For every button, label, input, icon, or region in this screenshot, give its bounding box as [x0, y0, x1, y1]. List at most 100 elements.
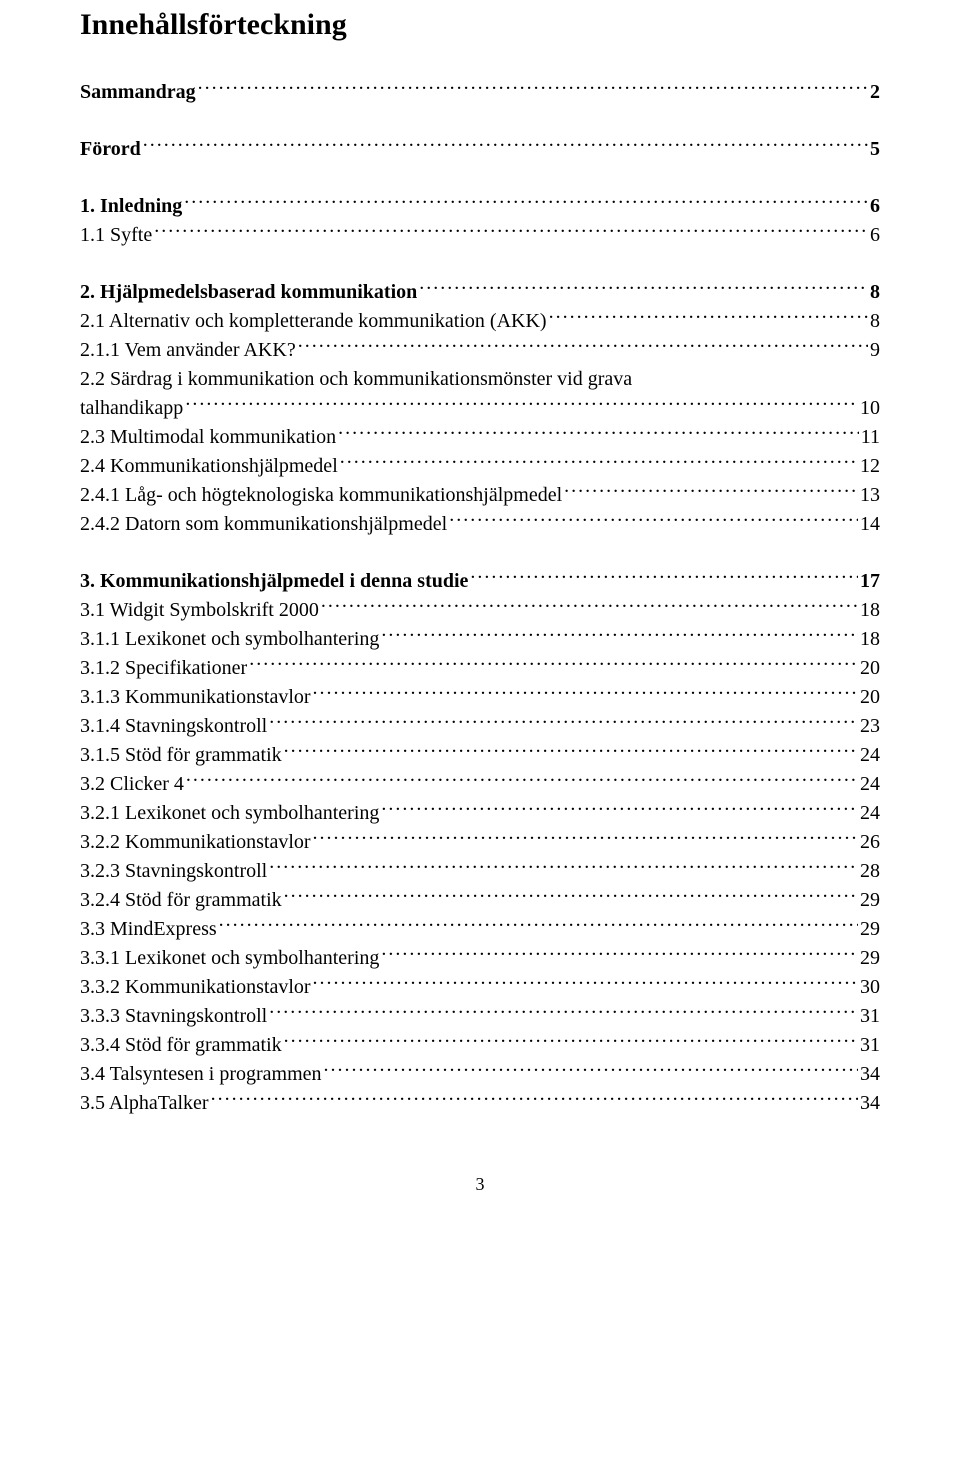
toc-leader: [185, 394, 858, 414]
toc-entry: 3.4 Talsyntesen i programmen 34: [80, 1060, 880, 1089]
toc-entry-page: 6: [870, 192, 880, 221]
toc-entry-label: 2.4.2 Datorn som kommunikationshjälpmede…: [80, 510, 447, 539]
toc-entry-label: Sammandrag: [80, 78, 196, 107]
toc-entry-label: 3.3 MindExpress: [80, 915, 217, 944]
toc-entry-page: 28: [860, 857, 880, 886]
toc-entry: 3.1.4 Stavningskontroll 23: [80, 712, 880, 741]
toc-entry-page: 2: [870, 78, 880, 107]
toc-entry-label: 2.1 Alternativ och kompletterande kommun…: [80, 307, 547, 336]
toc-entry-label: Förord: [80, 135, 141, 164]
toc-entry: 2.1 Alternativ och kompletterande kommun…: [80, 307, 880, 336]
toc-entry-label: 3.4 Talsyntesen i programmen: [80, 1060, 322, 1089]
toc-leader: [340, 452, 858, 472]
toc-entry-label: 2. Hjälpmedelsbaserad kommunikation: [80, 278, 417, 307]
toc-leader: [284, 886, 858, 906]
toc-leader: [419, 278, 868, 298]
toc-entry-label: 2.2 Särdrag i kommunikation och kommunik…: [80, 365, 632, 394]
toc-entry-page: 24: [860, 741, 880, 770]
toc-entry-label: 3.2.3 Stavningskontroll: [80, 857, 267, 886]
toc-entry: 2.4.1 Låg- och högteknologiska kommunika…: [80, 481, 880, 510]
toc-entry-page: 24: [860, 770, 880, 799]
toc-entry: 3.2.1 Lexikonet och symbolhantering24: [80, 799, 880, 828]
toc-title: Innehållsförteckning: [80, 8, 880, 42]
toc-leader: [269, 712, 858, 732]
toc-entry-page: 13: [860, 481, 880, 510]
toc-entry-page: 8: [870, 278, 880, 307]
toc-entry-page: 11: [861, 423, 880, 452]
toc-entry-page: 10: [860, 394, 880, 423]
toc-leader: [313, 828, 858, 848]
toc-leader: [184, 192, 868, 212]
toc-leader: [269, 857, 858, 877]
toc-entry-label: 3.2.2 Kommunikationstavlor: [80, 828, 311, 857]
toc-leader: [381, 625, 858, 645]
toc-entry: 3.5 AlphaTalker 34: [80, 1089, 880, 1118]
toc-entry-label: 3. Kommunikationshjälpmedel i denna stud…: [80, 567, 468, 596]
toc-entry: 3.1.2 Specifikationer20: [80, 654, 880, 683]
toc-entry-page: 14: [860, 510, 880, 539]
toc-entry-label: 3.5 AlphaTalker: [80, 1089, 209, 1118]
toc-entry: 3.3 MindExpress29: [80, 915, 880, 944]
toc-entry-page: 17: [860, 567, 880, 596]
toc-entry: 2.4 Kommunikationshjälpmedel12: [80, 452, 880, 481]
toc-entry-page: 26: [860, 828, 880, 857]
toc-entry-page: 34: [860, 1089, 880, 1118]
toc-leader: [549, 307, 868, 327]
toc-entry-label: 3.3.2 Kommunikationstavlor: [80, 973, 311, 1002]
toc-group: 1. Inledning61.1 Syfte6: [80, 192, 880, 250]
document-page: Innehållsförteckning Sammandrag 2 Förord 5 1…: [0, 0, 960, 1235]
toc-entries: Sammandrag2Förord51. Inledning61.1 Syfte…: [80, 78, 880, 1118]
toc-entry-page: 18: [860, 625, 880, 654]
page-number: 3: [80, 1174, 880, 1195]
toc-entry-page: 5: [870, 135, 880, 164]
toc-leader: [321, 596, 858, 616]
toc-entry-label: 3.3.4 Stöd för grammatik: [80, 1031, 282, 1060]
toc-entry-page: 29: [860, 886, 880, 915]
toc-entry: 1. Inledning 6: [80, 192, 880, 221]
toc-leader: [298, 336, 868, 356]
toc-leader: [211, 1089, 858, 1109]
toc-entry-label: 2.4 Kommunikationshjälpmedel: [80, 452, 338, 481]
toc-entry-label: 2.3 Multimodal kommunikation: [80, 423, 336, 452]
toc-entry: 3.2.4 Stöd för grammatik29: [80, 886, 880, 915]
toc-entry: 2.4.2 Datorn som kommunikationshjälpmede…: [80, 510, 880, 539]
toc-entry: 2.2 Särdrag i kommunikation och kommunik…: [80, 365, 880, 394]
toc-entry-page: 18: [860, 596, 880, 625]
toc-entry-page: 6: [870, 221, 880, 250]
toc-group: 3. Kommunikationshjälpmedel i denna stud…: [80, 567, 880, 1118]
toc-entry-page: 23: [860, 712, 880, 741]
toc-entry-page: 34: [860, 1060, 880, 1089]
toc-leader: [186, 770, 858, 790]
toc-entry: 3.3.1 Lexikonet och symbolhantering29: [80, 944, 880, 973]
toc-entry-label: 3.2.1 Lexikonet och symbolhantering: [80, 799, 379, 828]
toc-entry-page: 9: [870, 336, 880, 365]
toc-entry-label: 3.1.4 Stavningskontroll: [80, 712, 267, 741]
toc-group: Sammandrag 2: [80, 78, 880, 107]
toc-entry: 3.1.5 Stöd för grammatik 24: [80, 741, 880, 770]
toc-leader: [284, 1031, 858, 1051]
toc-entry: 3.2.2 Kommunikationstavlor 26: [80, 828, 880, 857]
toc-leader: [219, 915, 858, 935]
toc-entry: 3.2.3 Stavningskontroll 28: [80, 857, 880, 886]
toc-entry: 3.1.1 Lexikonet och symbolhantering 18: [80, 625, 880, 654]
toc-entry-label: 3.1.1 Lexikonet och symbolhantering: [80, 625, 379, 654]
toc-leader: [269, 1002, 858, 1022]
toc-leader: [143, 135, 868, 155]
toc-entry-label: 3.1.3 Kommunikationstavlor: [80, 683, 311, 712]
toc-entry: 3.3.2 Kommunikationstavlor30: [80, 973, 880, 1002]
toc-entry-label: 3.3.3 Stavningskontroll: [80, 1002, 267, 1031]
toc-entry-label: 3.1.5 Stöd för grammatik: [80, 741, 282, 770]
toc-entry-page: 20: [860, 654, 880, 683]
toc-entry: 3. Kommunikationshjälpmedel i denna stud…: [80, 567, 880, 596]
toc-leader: [313, 683, 858, 703]
toc-group: Förord 5: [80, 135, 880, 164]
toc-entry: Sammandrag 2: [80, 78, 880, 107]
toc-entry: 3.3.4 Stöd för grammatik31: [80, 1031, 880, 1060]
toc-entry: 3.1 Widgit Symbolskrift 200018: [80, 596, 880, 625]
toc-leader: [249, 654, 858, 674]
toc-entry-label: 2.1.1 Vem använder AKK?: [80, 336, 296, 365]
toc-leader: [198, 78, 868, 98]
toc-group: 2. Hjälpmedelsbaserad kommunikation 8 2.1 …: [80, 278, 880, 539]
toc-entry-label: 1. Inledning: [80, 192, 182, 221]
toc-leader: [154, 221, 868, 241]
